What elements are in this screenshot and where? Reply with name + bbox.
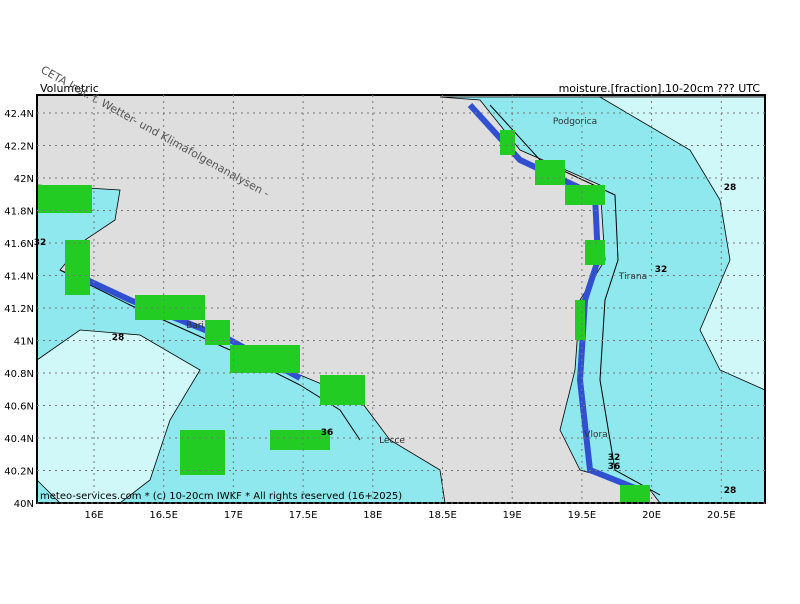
lon-label: 16E — [84, 510, 103, 521]
lat-label: 40.6N — [4, 402, 34, 413]
contour — [467, 102, 642, 493]
city-label: Bari — [186, 321, 204, 331]
contour-label: 36 — [608, 462, 621, 472]
city-label: Lecce — [379, 436, 405, 446]
lat-label: 42.2N — [4, 142, 34, 153]
lat-label: 42.4N — [4, 109, 34, 120]
contour-label: 32 — [34, 238, 47, 248]
lon-label: 20.5E — [707, 510, 736, 521]
header-bar — [37, 83, 765, 95]
lon-label: 17E — [224, 510, 243, 521]
contour-label: 36 — [321, 428, 334, 438]
lat-label: 40N — [14, 499, 34, 510]
lon-label: 19E — [503, 510, 522, 521]
header-right: moisture.[fraction].10-20cm ??? UTC — [559, 82, 761, 95]
lat-label: 41N — [14, 337, 34, 348]
contour-label: 28 — [724, 486, 737, 496]
lat-label: 41.8N — [4, 207, 34, 218]
map-frame — [36, 94, 766, 504]
lat-label: 41.4N — [4, 272, 34, 283]
lon-label: 17.5E — [289, 510, 318, 521]
contour-label: 28 — [112, 333, 125, 343]
lat-label: 40.8N — [4, 369, 34, 380]
contour-label: 28 — [724, 183, 737, 193]
lat-label: 41.2N — [4, 304, 34, 315]
lat-label: 40.2N — [4, 467, 34, 478]
lon-label: 16.5E — [149, 510, 178, 521]
lat-label: 42N — [14, 174, 34, 185]
lat-label: 41.6N — [4, 239, 34, 250]
city-label: Vlora — [584, 430, 607, 440]
lat-label: 40.4N — [4, 434, 34, 445]
city-label: Podgorica — [553, 117, 597, 127]
lon-label: 18E — [363, 510, 382, 521]
city-label: Tirana — [618, 272, 647, 282]
header-left: Volumetric — [40, 82, 99, 95]
lon-label: 19.5E — [568, 510, 597, 521]
footer: meteo-services.com * (c) 10-20cm IWKF * … — [40, 491, 402, 502]
lon-label: 20E — [642, 510, 661, 521]
contour-label: 32 — [655, 265, 668, 275]
moisture-low-italy — [36, 329, 201, 504]
contour-label: 32 — [608, 453, 621, 463]
lon-label: 18.5E — [428, 510, 457, 521]
